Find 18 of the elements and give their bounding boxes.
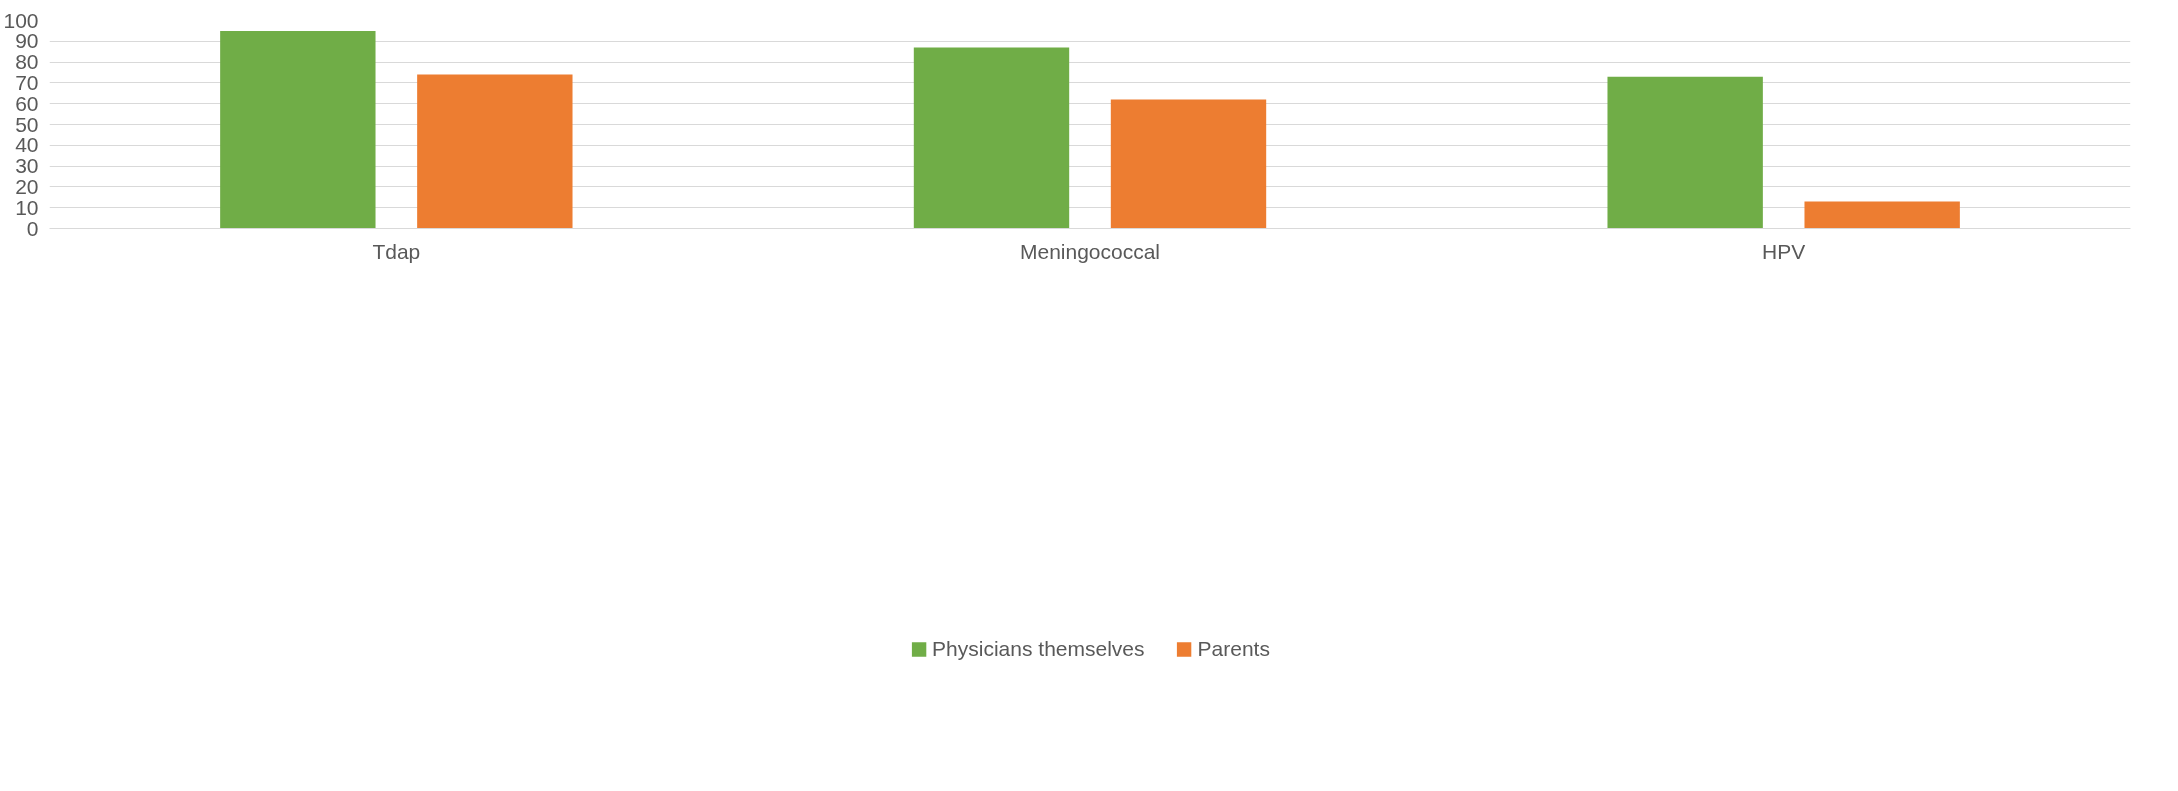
y-tick-label: 60 [15,91,39,115]
y-tick-label: 40 [15,133,39,157]
bar [1804,201,1960,229]
y-tick-label: 0 [26,216,39,240]
x-tick-label: HPV [1762,239,1806,263]
legend-label: Physicians themselves [932,637,1145,661]
bar [220,30,376,229]
y-tick-label: 90 [15,29,39,53]
bar [417,74,573,229]
y-tick-label: 50 [15,112,39,136]
bar [1110,99,1267,229]
x-tick-label: Meningococcal [1019,239,1161,263]
bar [1607,76,1763,229]
y-tick-label: 100 [3,8,39,32]
x-tick-label: Tdap [372,239,421,263]
bar [913,47,1070,229]
legend-label: Parents [1197,637,1270,661]
y-tick-label: 10 [15,195,39,219]
